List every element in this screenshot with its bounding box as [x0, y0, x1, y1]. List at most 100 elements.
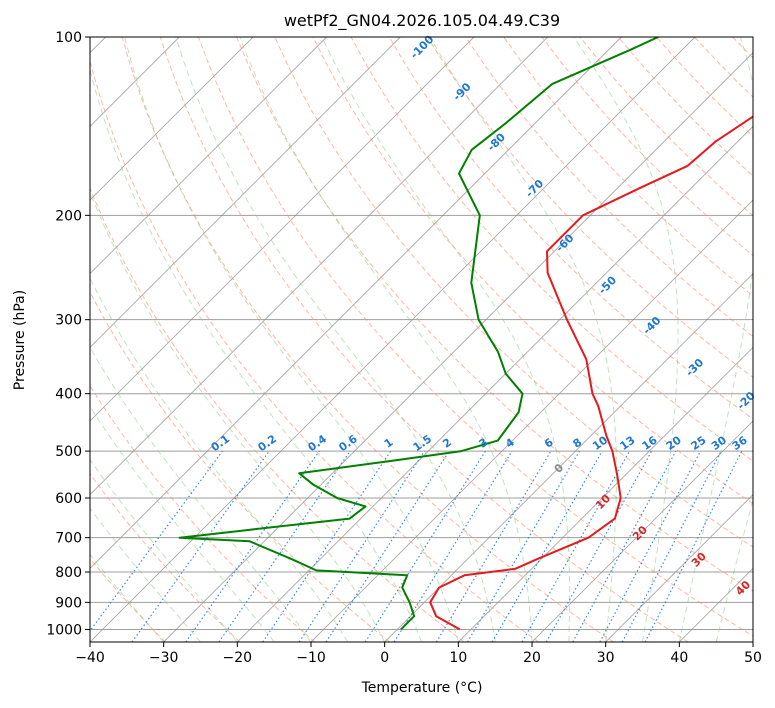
- moist-adiabat-line: [90, 346, 312, 642]
- mixing-ratio-label: 16: [640, 433, 660, 453]
- dry-adiabat-label: -50: [596, 273, 619, 296]
- isotherm-line: [90, 37, 622, 569]
- mixing-ratio-label: 8: [571, 436, 585, 451]
- moist-adiabat-label: 20: [630, 523, 650, 543]
- dry-adiabat-line: [198, 37, 753, 637]
- isotherm-line: [752, 641, 753, 642]
- y-tick-label: 100: [55, 30, 82, 46]
- mixing-ratio-line: [364, 450, 486, 642]
- x-tick-label: −40: [75, 650, 105, 666]
- y-tick-label: 700: [55, 531, 82, 547]
- moist-adiabat-line: [90, 190, 386, 642]
- mixing-ratio-line: [521, 450, 631, 642]
- isotherm-line: [237, 125, 753, 642]
- moist-adiabat-line: [124, 37, 459, 642]
- mixing-ratio-line: [298, 450, 425, 642]
- dry-adiabat-line: [465, 37, 753, 338]
- mixing-ratio-line: [218, 450, 351, 642]
- mixing-ratio-line: [644, 450, 743, 642]
- dry-adiabat-label: -40: [640, 314, 663, 337]
- x-tick-label: 30: [597, 650, 615, 666]
- plot-frame: [89, 36, 754, 643]
- dry-adiabat-label: -70: [523, 177, 546, 200]
- dry-adiabat-label: -60: [553, 231, 576, 254]
- background-lines: [90, 37, 775, 642]
- dry-adiabat-line: [90, 384, 316, 642]
- dry-adiabat-line: [121, 37, 614, 642]
- mixing-ratio-label: 1: [382, 436, 396, 451]
- y-axis: 100 200 300 400 500 600 700 800 900 1000: [46, 30, 90, 638]
- mixing-ratio-label: 36: [730, 433, 750, 453]
- y-tick-label: 500: [55, 444, 82, 460]
- moist-adiabat-line: [90, 458, 238, 642]
- y-tick-label: 900: [55, 595, 82, 611]
- moist-adiabat-label: 10: [593, 492, 613, 512]
- dewpoint-profile-line: [178, 37, 659, 631]
- mixing-ratio-line: [545, 450, 653, 642]
- x-tick-label: −10: [296, 650, 326, 666]
- isotherm-line: [90, 37, 475, 422]
- moist-adiabat-line: [90, 553, 165, 642]
- moist-adiabat-line: [573, 37, 679, 642]
- isotherm-line: [310, 199, 753, 642]
- dry-adiabat-line: [771, 37, 775, 642]
- isotherm-line: [679, 567, 753, 642]
- dry-adiabat-line: [388, 37, 753, 420]
- x-tick-label: 10: [449, 650, 467, 666]
- x-axis: −40 −30 −20 −10 0 10 20 30 40 50: [75, 642, 762, 666]
- dry-adiabat-line: [350, 37, 753, 462]
- mixing-ratio-line: [491, 450, 603, 642]
- isotherm-line: [458, 346, 753, 642]
- x-tick-label: 50: [744, 650, 762, 666]
- dry-adiabat-label: -80: [485, 130, 508, 153]
- y-tick-label: 600: [55, 491, 82, 507]
- x-tick-label: −30: [149, 650, 179, 666]
- isotherm-line: [531, 420, 753, 642]
- moist-adiabat-label: 40: [733, 578, 753, 598]
- dry-adiabat-label: -30: [683, 356, 706, 379]
- isotherm-line: [384, 273, 753, 642]
- dry-adiabat-label: -90: [450, 80, 473, 103]
- isotherm-line: [605, 494, 753, 642]
- isotherm-line: [163, 52, 753, 642]
- moist-adiabat-label: 30: [689, 549, 709, 569]
- mixing-ratio-line: [90, 450, 223, 632]
- mixing-ratio-label: 6: [542, 436, 556, 451]
- mixing-ratio-label: 25: [688, 434, 708, 453]
- dry-adiabat-line: [90, 186, 465, 642]
- dry-adiabat-line: [90, 472, 241, 642]
- dry-adiabat-line: [90, 291, 390, 642]
- moist-adiabat-line: [90, 277, 349, 642]
- annotation-layer: 0.1 0.2 0.4 0.6 1 1.5 2 3 4 6 8 10 13 16 20 25 30 36-100-…: [209, 33, 758, 599]
- moist-adiabat-line: [678, 37, 753, 642]
- y-tick-label: 800: [55, 565, 82, 581]
- moist-adiabat-line: [429, 37, 617, 642]
- dry-adiabat-line: [426, 37, 753, 378]
- mixing-ratio-line: [572, 450, 677, 642]
- mixing-ratio-line: [435, 450, 552, 642]
- dry-adiabat-line: [90, 557, 166, 642]
- y-tick-label: 1000: [46, 622, 82, 638]
- mixing-ratio-label: 30: [709, 433, 729, 453]
- x-tick-label: 0: [380, 650, 389, 666]
- dry-adiabat-line: [90, 59, 540, 642]
- moist-adiabat-line: [175, 37, 496, 642]
- temperature-profile-line: [429, 115, 753, 631]
- mixing-ratio-line: [621, 450, 722, 642]
- moist-adiabat-label: 0: [552, 461, 567, 476]
- dry-adiabat-line: [159, 37, 689, 642]
- y-tick-label: 200: [55, 208, 82, 224]
- mixing-ratio-line: [185, 450, 320, 642]
- moist-adiabat-line: [90, 507, 201, 642]
- dry-adiabat-line: [236, 37, 753, 592]
- isotherm-line: [90, 37, 254, 201]
- mixing-ratio-label: 20: [664, 433, 684, 453]
- moist-adiabat-line: [239, 37, 533, 642]
- x-tick-label: −20: [223, 650, 253, 666]
- isotherm-line: [90, 37, 696, 642]
- dry-adiabat-label: -20: [735, 389, 758, 412]
- isotherm-line: [90, 37, 548, 496]
- dry-adiabat-line: [656, 37, 753, 138]
- mixing-ratio-label: 13: [617, 434, 637, 453]
